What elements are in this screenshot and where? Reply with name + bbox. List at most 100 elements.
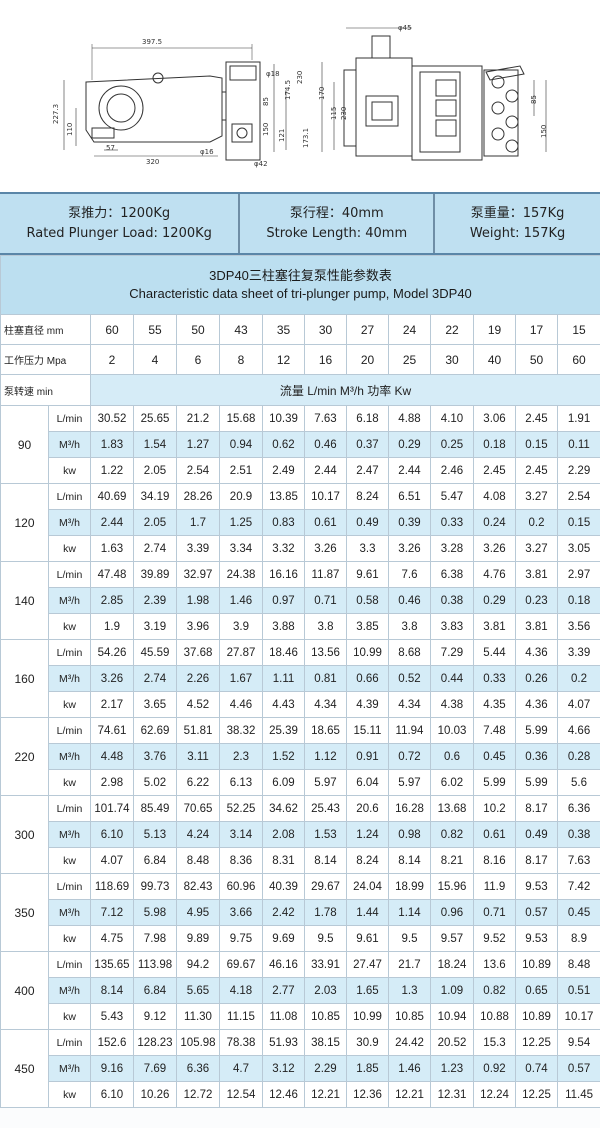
value-cell: 78.38 xyxy=(219,1029,263,1056)
value-cell: 0.23 xyxy=(515,587,558,614)
value-cell: 9.75 xyxy=(219,925,263,952)
table-row: M³/h 2.85 2.39 1.98 1.46 0.97 0.71 0.58 0.46 0.38… xyxy=(1,587,600,614)
value-cell: 2.85 xyxy=(90,587,134,614)
value-cell: 11.08 xyxy=(262,1003,305,1030)
value-cell: 1.12 xyxy=(304,743,347,770)
value-cell: 6.51 xyxy=(388,483,431,510)
value-cell: 38.15 xyxy=(304,1029,347,1056)
table-title-cn: 3DP40三柱塞往复泵性能参数表 xyxy=(209,268,392,283)
flow-power-label: 流量 L/min M³/h 功率 Kw xyxy=(89,374,600,406)
dim-115: 115 xyxy=(330,106,338,120)
dim-150-a: 150 xyxy=(262,122,270,136)
rpm-cell: 220 xyxy=(0,717,49,796)
table-row: M³/h 7.12 5.98 4.95 3.66 2.42 1.78 1.44 1.14 0.96… xyxy=(1,899,600,926)
value-cell: 15.96 xyxy=(430,873,474,900)
value-cell: 2.97 xyxy=(556,561,600,588)
value-cell: 0.49 xyxy=(515,821,558,848)
value-cell: 12.36 xyxy=(346,1081,389,1108)
value-cell: 2.51 xyxy=(219,457,263,484)
value-cell: 0.71 xyxy=(304,587,347,614)
table-row: M³/h 6.10 5.13 4.24 3.14 2.08 1.53 1.24 0.98 0.82… xyxy=(1,821,600,848)
value-cell: 12.46 xyxy=(262,1081,305,1108)
value-cell: 4.07 xyxy=(556,691,600,718)
value-cell: 10.17 xyxy=(304,483,347,510)
value-cell: 135.65 xyxy=(90,951,134,978)
value-cell: 105.98 xyxy=(176,1029,220,1056)
diameter-cell: 60 xyxy=(90,314,134,345)
value-cell: 0.57 xyxy=(556,1055,600,1082)
value-cell: 6.38 xyxy=(430,561,474,588)
value-cell: 2.54 xyxy=(176,457,220,484)
diameter-cell: 19 xyxy=(473,314,516,345)
unit-cell: L/min xyxy=(48,717,91,744)
value-cell: 0.29 xyxy=(388,431,431,458)
value-cell: 0.52 xyxy=(388,665,431,692)
value-cell: 46.16 xyxy=(262,951,305,978)
value-cell: 38.32 xyxy=(219,717,263,744)
value-cell: 7.98 xyxy=(133,925,177,952)
table-row: kw 2.17 3.65 4.52 4.46 4.43 4.34 4.39 4.34 4.38 4.… xyxy=(1,691,600,718)
value-cell: 51.81 xyxy=(176,717,220,744)
value-cell: 28.26 xyxy=(176,483,220,510)
value-cell: 8.17 xyxy=(515,847,558,874)
spec-weight: 泵重量：157Kg Weight: 157Kg xyxy=(435,194,600,253)
value-cell: 2.77 xyxy=(262,977,305,1004)
value-cell: 128.23 xyxy=(133,1029,177,1056)
value-cell: 0.46 xyxy=(304,431,347,458)
value-cell: 27.87 xyxy=(219,639,263,666)
diameter-cell: 17 xyxy=(515,314,558,345)
value-cell: 0.18 xyxy=(473,431,516,458)
value-cell: 3.39 xyxy=(176,535,220,562)
value-cell: 3.8 xyxy=(304,613,347,640)
value-cell: 4.95 xyxy=(176,899,220,926)
table-row: 400 L/min 135.65 113.98 94.2 69.67 46.16 33.91 2… xyxy=(0,951,600,1030)
value-cell: 0.29 xyxy=(473,587,516,614)
value-cell: 0.15 xyxy=(556,509,600,536)
value-cell: 7.12 xyxy=(90,899,134,926)
value-cell: 30.52 xyxy=(90,405,134,432)
dim-150-b: 150 xyxy=(540,124,548,138)
value-cell: 4.52 xyxy=(176,691,220,718)
value-cell: 0.82 xyxy=(430,821,474,848)
value-cell: 10.99 xyxy=(346,639,389,666)
rpm-cell: 160 xyxy=(0,639,49,718)
value-cell: 1.3 xyxy=(388,977,431,1004)
diameter-label: 柱塞直径 mm xyxy=(0,314,91,345)
value-cell: 1.65 xyxy=(346,977,389,1004)
value-cell: 2.74 xyxy=(133,535,177,562)
value-cell: 25.65 xyxy=(133,405,177,432)
value-cell: 3.26 xyxy=(473,535,516,562)
value-cell: 12.21 xyxy=(304,1081,347,1108)
value-cell: 10.94 xyxy=(430,1003,474,1030)
value-cell: 9.89 xyxy=(176,925,220,952)
diameter-cell: 43 xyxy=(219,314,263,345)
value-cell: 1.7 xyxy=(176,509,220,536)
value-cell: 1.46 xyxy=(388,1055,431,1082)
value-cell: 5.43 xyxy=(90,1003,134,1030)
value-cell: 0.83 xyxy=(262,509,305,536)
unit-cell: M³/h xyxy=(48,431,91,458)
diameter-cell: 35 xyxy=(262,314,305,345)
value-cell: 45.59 xyxy=(133,639,177,666)
value-cell: 1.52 xyxy=(262,743,305,770)
value-cell: 1.09 xyxy=(430,977,474,1004)
dim-320: 320 xyxy=(146,158,160,166)
value-cell: 15.11 xyxy=(346,717,389,744)
value-cell: 0.11 xyxy=(556,431,600,458)
value-cell: 12.25 xyxy=(515,1029,558,1056)
value-cell: 3.3 xyxy=(346,535,389,562)
value-cell: 11.30 xyxy=(176,1003,220,1030)
value-cell: 8.9 xyxy=(556,925,600,952)
value-cell: 12.54 xyxy=(219,1081,263,1108)
pump-outline-drawing xyxy=(63,27,547,161)
value-cell: 1.14 xyxy=(388,899,431,926)
value-cell: 4.88 xyxy=(388,405,431,432)
value-cell: 4.35 xyxy=(473,691,516,718)
value-cell: 4.34 xyxy=(304,691,347,718)
value-cell: 3.83 xyxy=(430,613,474,640)
value-cell: 3.26 xyxy=(90,665,134,692)
value-cell: 8.16 xyxy=(473,847,516,874)
value-cell: 0.91 xyxy=(346,743,389,770)
pressure-cell: 16 xyxy=(304,344,347,375)
table-row: kw 1.22 2.05 2.54 2.51 2.49 2.44 2.47 2.44 2.46 2.… xyxy=(1,457,600,484)
